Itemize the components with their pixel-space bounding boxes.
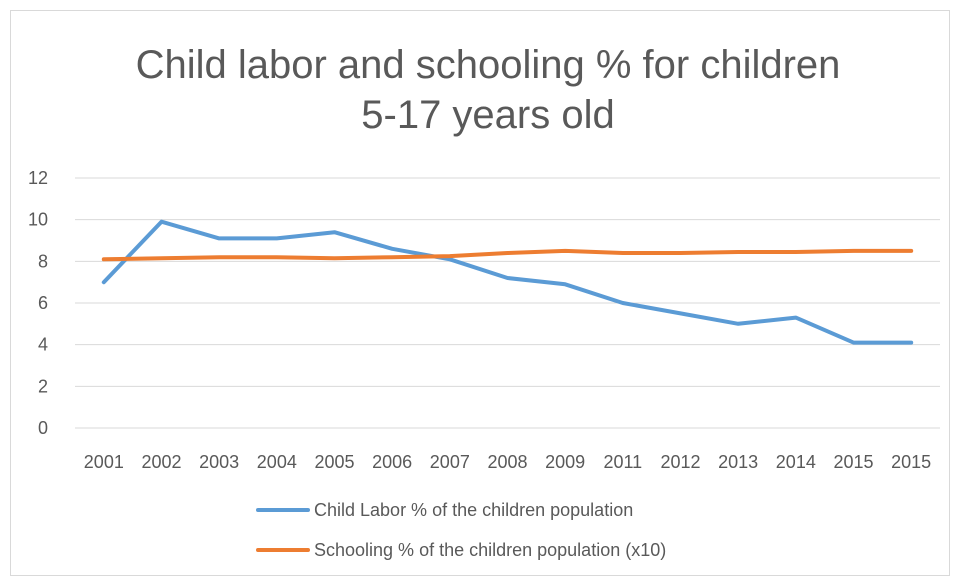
data-point-0-0 (103, 282, 104, 283)
x-tick-label: 2015 (833, 452, 873, 472)
data-point-0-13 (853, 342, 854, 343)
x-axis-ticks: 2001 2002 2003 2004 2005 2006 2007 2008 2009 2011… (84, 452, 931, 472)
data-point-1-1 (161, 258, 162, 259)
data-point-1-7 (507, 253, 508, 254)
chart-title-line-2: 5-17 years old (361, 93, 614, 137)
y-tick-label: 2 (38, 376, 48, 396)
data-point-1-2 (219, 257, 220, 258)
data-point-1-6 (449, 256, 450, 257)
data-point-1-14 (911, 250, 912, 251)
data-point-1-13 (853, 250, 854, 251)
x-tick-label: 2004 (257, 452, 297, 472)
data-point-1-11 (738, 251, 739, 252)
y-tick-label: 10 (28, 210, 48, 230)
x-tick-label: 2006 (372, 452, 412, 472)
x-tick-label: 2008 (487, 452, 527, 472)
legend: Child Labor % of the children population… (256, 500, 666, 560)
data-point-1-5 (392, 257, 393, 258)
data-point-0-1 (161, 221, 162, 222)
data-point-0-8 (565, 284, 566, 285)
data-point-0-7 (507, 278, 508, 279)
data-point-1-10 (680, 253, 681, 254)
x-tick-label: 2011 (603, 452, 642, 472)
series-line-0 (101, 219, 914, 345)
x-tick-label: 2012 (660, 452, 700, 472)
legend-label-0: Child Labor % of the children population (314, 500, 633, 520)
data-point-0-3 (276, 238, 277, 239)
data-point-1-4 (334, 258, 335, 259)
data-point-0-6 (449, 259, 450, 260)
x-tick-label: 2001 (84, 452, 124, 472)
series-lines (101, 219, 914, 345)
x-tick-label: 2003 (199, 452, 239, 472)
data-point-0-2 (219, 238, 220, 239)
legend-label-1: Schooling % of the children population (… (314, 540, 666, 560)
x-tick-label: 2013 (718, 452, 758, 472)
y-tick-label: 8 (38, 251, 48, 271)
data-point-0-9 (622, 303, 623, 304)
data-point-1-12 (795, 251, 796, 252)
data-point-0-14 (911, 342, 912, 343)
data-point-1-9 (622, 253, 623, 254)
x-tick-label: 2007 (430, 452, 470, 472)
x-tick-label: 2015 (891, 452, 931, 472)
data-point-0-11 (738, 323, 739, 324)
data-point-0-4 (334, 232, 335, 233)
y-axis-ticks: 0 2 4 6 8 10 12 (28, 168, 48, 438)
x-tick-label: 2002 (141, 452, 181, 472)
gridlines (75, 177, 940, 429)
data-point-0-12 (795, 317, 796, 318)
data-point-1-8 (565, 250, 566, 251)
y-tick-label: 6 (38, 293, 48, 313)
chart-title-line-1: Child labor and schooling % for children (136, 43, 841, 87)
data-point-1-3 (276, 257, 277, 258)
x-tick-label: 2009 (545, 452, 585, 472)
data-point-0-10 (680, 313, 681, 314)
y-tick-label: 0 (38, 418, 48, 438)
x-tick-label: 2014 (776, 452, 816, 472)
data-point-0-5 (392, 248, 393, 249)
data-point-1-0 (103, 259, 104, 260)
y-tick-label: 4 (38, 335, 48, 355)
chart-frame (10, 10, 950, 576)
y-tick-label: 12 (28, 168, 48, 188)
x-tick-label: 2005 (314, 452, 354, 472)
series-line-1 (101, 248, 914, 262)
